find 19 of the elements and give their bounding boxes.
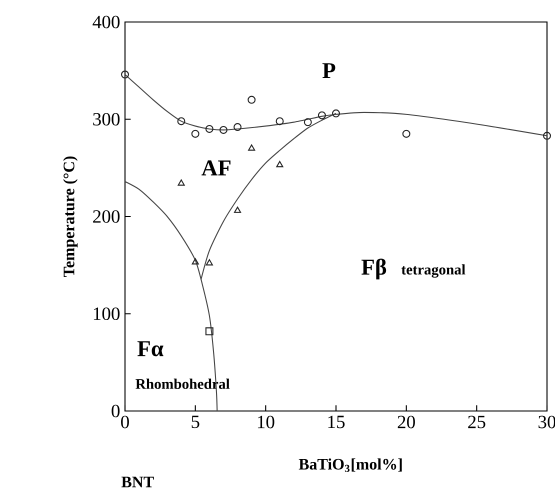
text: BNT xyxy=(121,476,154,488)
annotation: AF xyxy=(202,160,230,176)
y-tick-label: 200 xyxy=(93,210,120,223)
x-tick-label: 20 xyxy=(398,416,415,428)
x-tick-label: 10 xyxy=(258,416,274,428)
x-tick-label: 0 xyxy=(121,416,129,428)
x-tick-label: 5 xyxy=(192,416,200,428)
annotation: Fβ xyxy=(361,258,386,280)
annotation: Fα xyxy=(137,341,164,356)
y-tick-label: 400 xyxy=(92,16,120,28)
y-tick-label: 0 xyxy=(112,404,120,418)
x-tick-label: 15 xyxy=(328,416,345,428)
y-tick-label: 100 xyxy=(94,307,120,320)
annotation: P xyxy=(322,63,336,78)
x-axis-title: BaTiO$_{3}$[mol%] xyxy=(298,458,402,472)
annotation: tetragonal xyxy=(401,264,466,278)
y-axis-title: Temperature (°C) xyxy=(63,156,78,277)
x-tick-label: 25 xyxy=(468,416,486,428)
y-tick-label: 300 xyxy=(93,112,120,126)
